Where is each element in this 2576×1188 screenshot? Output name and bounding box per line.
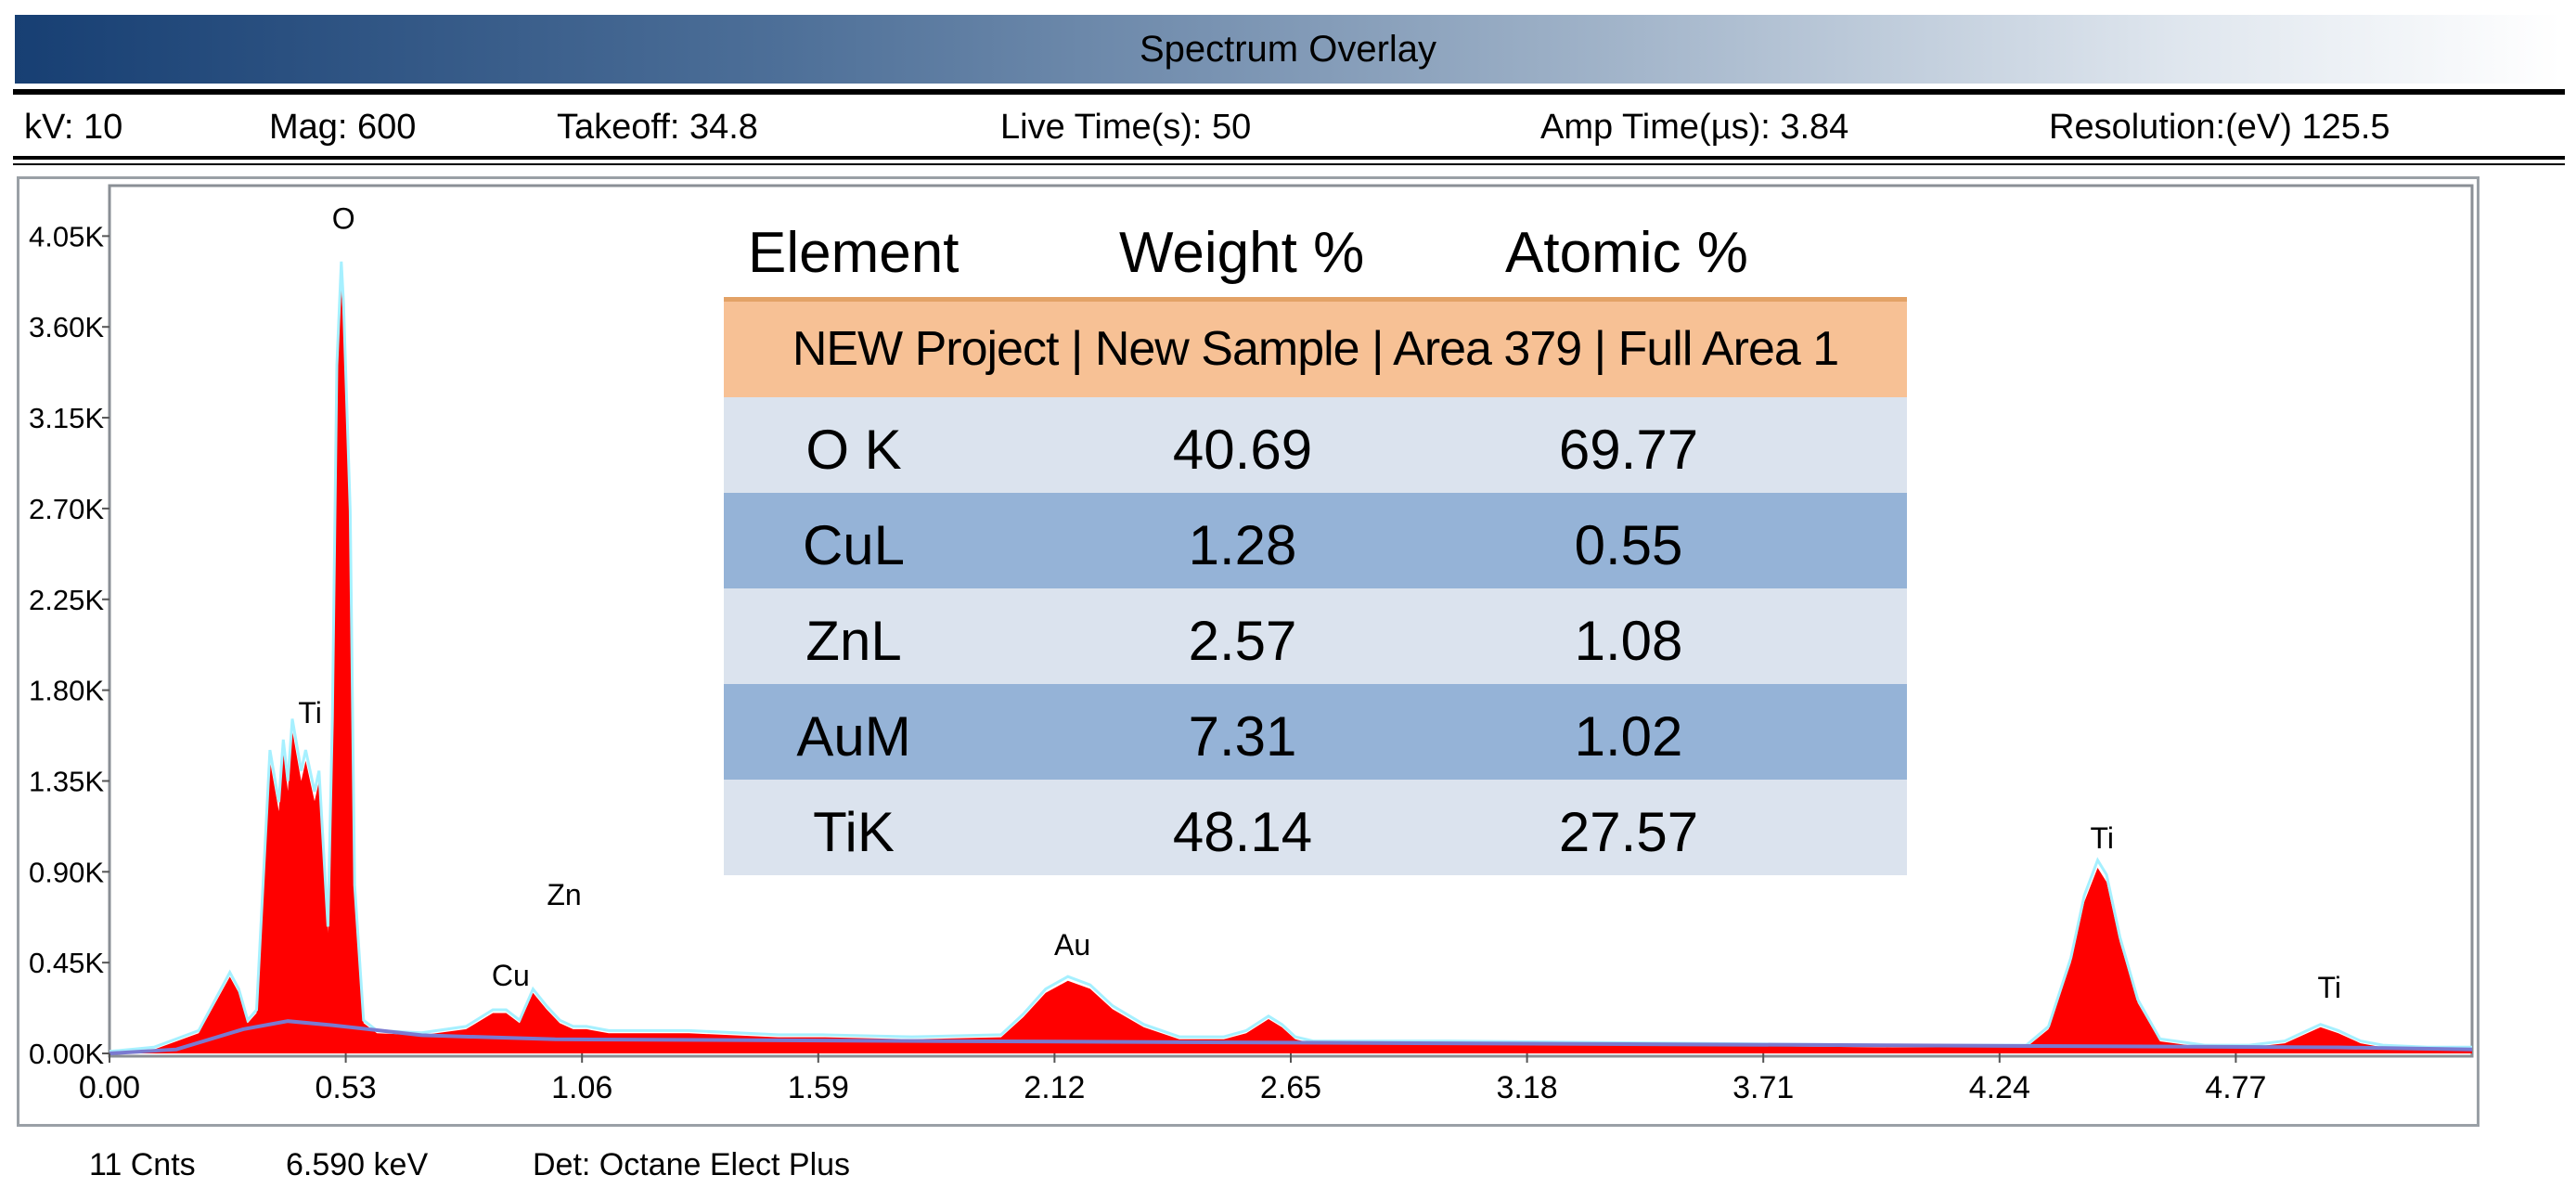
x-tick-label: 3.71	[1732, 1070, 1794, 1105]
param-mag: Mag: 600	[269, 108, 417, 147]
cell-element: TiK	[813, 801, 895, 863]
y-tick-label: 2.25K	[29, 584, 104, 616]
y-tick-label: 2.70K	[29, 493, 104, 525]
x-tick-label: 3.18	[1497, 1070, 1558, 1105]
x-tick-label: 0.00	[79, 1070, 140, 1105]
y-tick-label: 3.15K	[29, 402, 104, 434]
header-rule-bottom-2	[13, 163, 2565, 165]
param-takeoff: Takeoff: 34.8	[557, 108, 758, 147]
window-title: Spectrum Overlay	[1139, 29, 1437, 70]
peak-label: Zn	[547, 878, 581, 911]
project-row: NEW Project | New Sample | Area 379 | Fu…	[724, 297, 1907, 397]
cell-element: O K	[805, 419, 902, 481]
acquisition-params: kV: 10 Mag: 600 Takeoff: 34.8 Live Time(…	[0, 100, 2576, 156]
x-tick-label: 4.77	[2205, 1070, 2266, 1105]
param-live-time: Live Time(s): 50	[1000, 108, 1252, 147]
peak-label: Ti	[2091, 821, 2114, 855]
y-tick-label: 1.35K	[29, 765, 104, 797]
table-row: ZnL 2.57 1.08	[724, 588, 1907, 684]
peak-label: Ti	[2318, 971, 2341, 1004]
cell-weight: 1.28	[1188, 514, 1297, 576]
y-tick-label: 4.05K	[29, 220, 104, 252]
spectrum-area	[109, 286, 2472, 1053]
results-table: Element Weight % Atomic % NEW Project | …	[724, 209, 1907, 875]
header-element: Element	[748, 221, 960, 285]
param-kv: kV: 10	[24, 108, 123, 147]
header-weight: Weight %	[1119, 221, 1365, 285]
detector-name: Det: Octane Elect Plus	[533, 1147, 851, 1182]
param-resolution: Resolution:(eV) 125.5	[2049, 108, 2390, 147]
table-header: Element Weight % Atomic %	[724, 209, 1907, 297]
cell-weight: 7.31	[1188, 705, 1297, 768]
x-tick-label: 2.12	[1024, 1070, 1085, 1105]
cell-atomic: 69.77	[1558, 419, 1699, 481]
cell-element: AuM	[796, 705, 911, 768]
cell-atomic: 27.57	[1558, 801, 1699, 863]
peak-label: Au	[1054, 928, 1090, 962]
y-tick-label: 3.60K	[29, 311, 104, 343]
header-atomic: Atomic %	[1505, 221, 1748, 285]
cell-element: ZnL	[805, 610, 902, 672]
y-tick-label: 0.00K	[29, 1038, 104, 1070]
table-row: CuL 1.28 0.55	[724, 493, 1907, 588]
header-rule-top	[13, 89, 2565, 95]
table-row: O K 40.69 69.77	[724, 397, 1907, 493]
x-tick-label: 1.59	[788, 1070, 849, 1105]
cursor-counts: 11 Cnts	[89, 1147, 196, 1182]
cell-atomic: 1.02	[1574, 705, 1683, 768]
y-tick-label: 0.45K	[29, 947, 104, 979]
param-amp-time: Amp Time(µs): 3.84	[1540, 108, 1849, 147]
cell-weight: 2.57	[1188, 610, 1297, 672]
table-row: TiK 48.14 27.57	[724, 780, 1907, 875]
y-tick-label: 0.90K	[29, 856, 104, 888]
peak-label: Cu	[492, 959, 530, 992]
cell-atomic: 1.08	[1574, 610, 1683, 672]
x-tick-label: 2.65	[1260, 1070, 1321, 1105]
peak-label: O	[332, 201, 355, 235]
cell-weight: 48.14	[1172, 801, 1313, 863]
table-row: AuM 7.31 1.02	[724, 684, 1907, 780]
cursor-energy: 6.590 keV	[286, 1147, 429, 1182]
x-tick-label: 0.53	[316, 1070, 377, 1105]
cell-element: CuL	[802, 514, 906, 576]
title-bar: Spectrum Overlay	[15, 15, 2561, 84]
background-fit-line	[109, 1019, 2473, 1055]
cell-weight: 40.69	[1172, 419, 1313, 481]
x-tick-label: 1.06	[551, 1070, 612, 1105]
spectrum-overlay-line	[109, 261, 2472, 1053]
cell-atomic: 0.55	[1574, 514, 1683, 576]
plot-frame	[17, 176, 2479, 1127]
header-rule-bottom-1	[13, 156, 2565, 160]
y-tick-label: 1.80K	[29, 675, 104, 707]
x-tick-label: 4.24	[1969, 1070, 2030, 1105]
peak-label: Ti	[298, 696, 321, 730]
